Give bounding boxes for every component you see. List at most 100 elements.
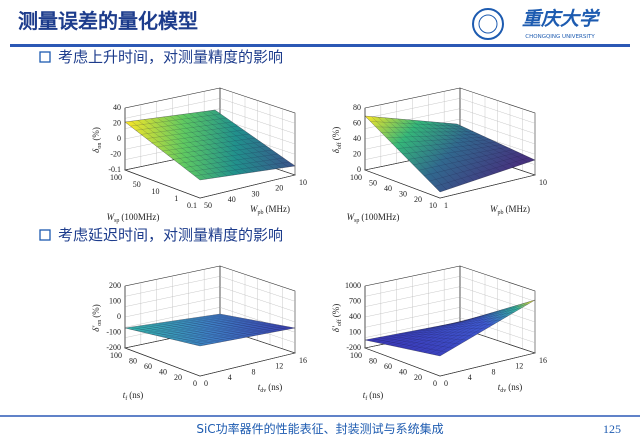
surface-mesh	[192, 317, 268, 334]
axis-unit: (%)	[91, 127, 101, 141]
right-tick-label: 1	[444, 201, 448, 210]
plot-axes	[124, 108, 296, 199]
right-tick-label: 8	[252, 367, 256, 376]
axis-symbol: W	[107, 212, 116, 222]
surface	[364, 115, 536, 193]
axis-label: tdv (ns)	[498, 382, 523, 394]
left-tick-label: 30	[399, 190, 407, 199]
surface-mesh	[443, 122, 522, 165]
surface-mesh	[189, 157, 284, 172]
z-tick-label: 400	[349, 312, 361, 321]
left-tick-label: 40	[384, 184, 392, 193]
surface-mesh	[199, 316, 275, 332]
right-tick-label: 10	[539, 178, 547, 187]
left-tick-label: 60	[144, 362, 152, 371]
right-tick-label: 30	[252, 189, 260, 198]
surface-mesh	[183, 324, 279, 343]
z-tick-label: 0	[117, 134, 121, 143]
axis-unit: (ns)	[129, 390, 143, 400]
axis-unit: (ns)	[508, 382, 522, 392]
z-tick-label: -200	[346, 343, 361, 352]
surface-mesh	[418, 149, 513, 171]
z-tick-label: 20	[353, 149, 361, 158]
right-tick-label: 16	[539, 356, 547, 365]
surface-mesh	[208, 110, 289, 168]
axis-unit: (ns)	[268, 382, 282, 392]
axis-label: Wsp (100MHz)	[347, 212, 400, 224]
axis-symbol: δ	[331, 148, 341, 153]
right-tick-label: 20	[275, 184, 283, 193]
surface-mesh	[178, 149, 273, 164]
axis-label: Wpb (MHz)	[250, 204, 290, 216]
left-tick-label: 20	[414, 195, 422, 204]
surface-mesh	[418, 306, 514, 352]
surface-mesh	[178, 323, 274, 341]
surface-mesh	[439, 311, 515, 326]
right-tick-label: 0	[204, 379, 208, 388]
slide-title: 测量误差的量化模型	[18, 9, 198, 33]
left-tick-label: 40	[159, 368, 167, 377]
z-tick-label: 40	[353, 134, 361, 143]
axis-unit: (%)	[91, 304, 101, 318]
surface-mesh	[453, 303, 529, 324]
z-tick-label: 20	[113, 118, 121, 127]
surface-mesh	[213, 314, 289, 330]
right-tick-label: 50	[204, 201, 212, 210]
title-bar	[10, 44, 630, 47]
logo-emblem	[472, 8, 504, 40]
axis-label: tf (ns)	[363, 390, 384, 402]
axis-unit: (%)	[331, 304, 341, 318]
surface-mesh	[429, 154, 524, 182]
surface-mesh	[432, 315, 508, 328]
axis-unit: (ns)	[369, 390, 383, 400]
left-tick-label: 10	[429, 201, 437, 210]
axis-subscript: on	[97, 320, 103, 326]
surface-mesh	[194, 326, 290, 345]
surface-mesh	[202, 111, 282, 169]
surface-mesh	[173, 145, 267, 160]
axis-label: tdv (ns)	[258, 382, 283, 394]
left-tick-label: 100	[350, 173, 362, 182]
plot-axes	[364, 108, 536, 199]
z-tick-label: 200	[109, 281, 121, 290]
surface-mesh	[189, 113, 268, 171]
bullet-box	[39, 229, 51, 241]
surface-mesh	[434, 301, 530, 355]
axis-subscript: f	[365, 395, 367, 402]
right-tick-label: 16	[299, 356, 307, 365]
z-tick-label: -100	[106, 327, 121, 336]
logo-subtitle: CHONGQING UNIVERSITY	[525, 34, 595, 40]
axis-subscript: off	[336, 319, 343, 326]
axis-unit: (100MHz)	[361, 212, 399, 222]
logo-emblem-inner	[478, 14, 498, 34]
surface	[124, 313, 296, 347]
right-tick-label: 40	[228, 195, 236, 204]
axis-label: δon (%)	[91, 127, 103, 153]
z-tick-label: 700	[349, 296, 361, 305]
surface-mesh	[426, 319, 502, 329]
bullet-text: 考虑延迟时间，对测量精度的影响	[58, 226, 283, 244]
left-tick-label: 50	[133, 180, 141, 189]
left-tick-label: 80	[129, 356, 137, 365]
bullet-text: 考虑上升时间，对测量精度的影响	[58, 48, 283, 66]
axis-label: Wpb (MHz)	[490, 204, 530, 216]
surface-mesh	[424, 121, 502, 172]
axis-symbol: δ'	[331, 325, 341, 332]
surface-mesh	[413, 307, 509, 351]
axis-subscript: sp	[354, 218, 359, 224]
axis-symbol: W	[250, 204, 259, 214]
axis-unit: (MHz)	[266, 204, 291, 214]
z-tick-label: 1000	[345, 281, 361, 290]
axis-symbol: t	[258, 382, 261, 392]
logo: 重庆大学 CHONGQING UNIVERSITY	[472, 8, 601, 40]
axis-subscript: dv	[260, 388, 266, 394]
bullet-box	[39, 51, 51, 63]
surface-mesh	[167, 141, 261, 156]
surface-mesh	[173, 322, 269, 340]
left-tick-label: 100	[350, 351, 362, 360]
surface-mesh	[423, 304, 519, 353]
surface-mesh	[434, 157, 530, 187]
